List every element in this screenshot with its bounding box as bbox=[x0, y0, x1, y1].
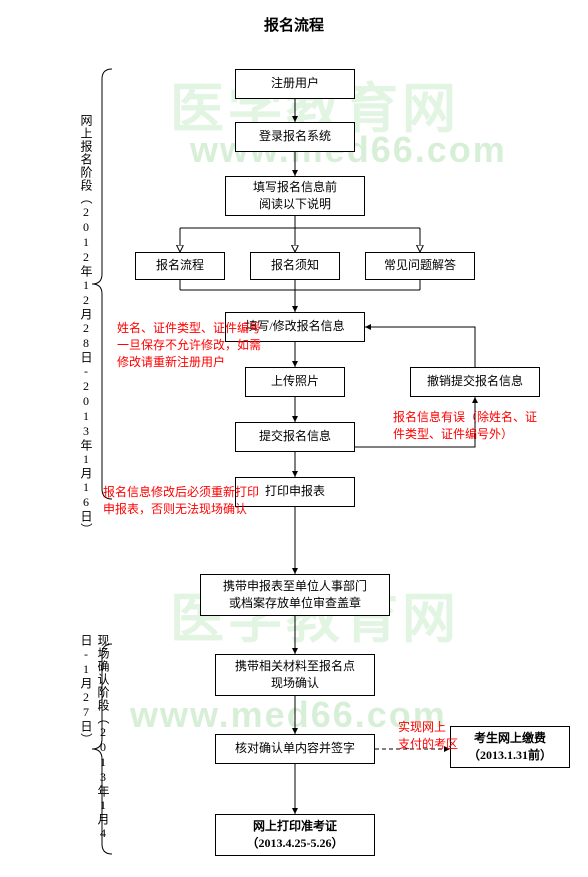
note-note4: 实现网上支付的考区 bbox=[398, 719, 468, 753]
note-note2: 报名信息有误（除姓名、证件类型、证件编号外） bbox=[393, 409, 548, 443]
page-title: 报名流程 bbox=[0, 14, 588, 35]
flow-node-n2: 登录报名系统 bbox=[235, 122, 355, 152]
note-note3: 报名信息修改后必须重新打印申报表，否则无法现场确认 bbox=[103, 484, 263, 518]
flow-node-n4b: 报名须知 bbox=[250, 252, 340, 280]
flow-node-n6: 上传照片 bbox=[245, 367, 345, 397]
flow-node-n10: 携带相关材料至报名点现场确认 bbox=[215, 654, 375, 696]
phase2-label: 现场确认阶段（2013年1月4日-1月27日） bbox=[78, 634, 112, 877]
flow-node-n9: 携带申报表至单位人事部门或档案存放单位审查盖章 bbox=[200, 574, 390, 616]
flow-node-n1: 注册用户 bbox=[235, 69, 355, 99]
phase1-label: 网上报名阶段（2012年12月28日-2013年1月16日） bbox=[78, 114, 95, 536]
flow-node-n11: 核对确认单内容并签字 bbox=[215, 734, 375, 764]
note-note1: 姓名、证件类型、证件编号一旦保存不允许修改，如需修改请重新注册用户 bbox=[117, 320, 262, 370]
flow-node-nC: 撤销提交报名信息 bbox=[410, 367, 540, 397]
flow-node-n3: 填写报名信息前阅读以下说明 bbox=[225, 176, 365, 216]
flow-node-nP: 考生网上缴费（2013.1.31前） bbox=[450, 726, 570, 768]
flow-node-n4c: 常见问题解答 bbox=[365, 252, 475, 280]
flow-node-n12: 网上打印准考证（2013.4.25-5.26） bbox=[215, 814, 375, 856]
flow-node-n4a: 报名流程 bbox=[135, 252, 225, 280]
flow-node-n7: 提交报名信息 bbox=[235, 422, 355, 452]
